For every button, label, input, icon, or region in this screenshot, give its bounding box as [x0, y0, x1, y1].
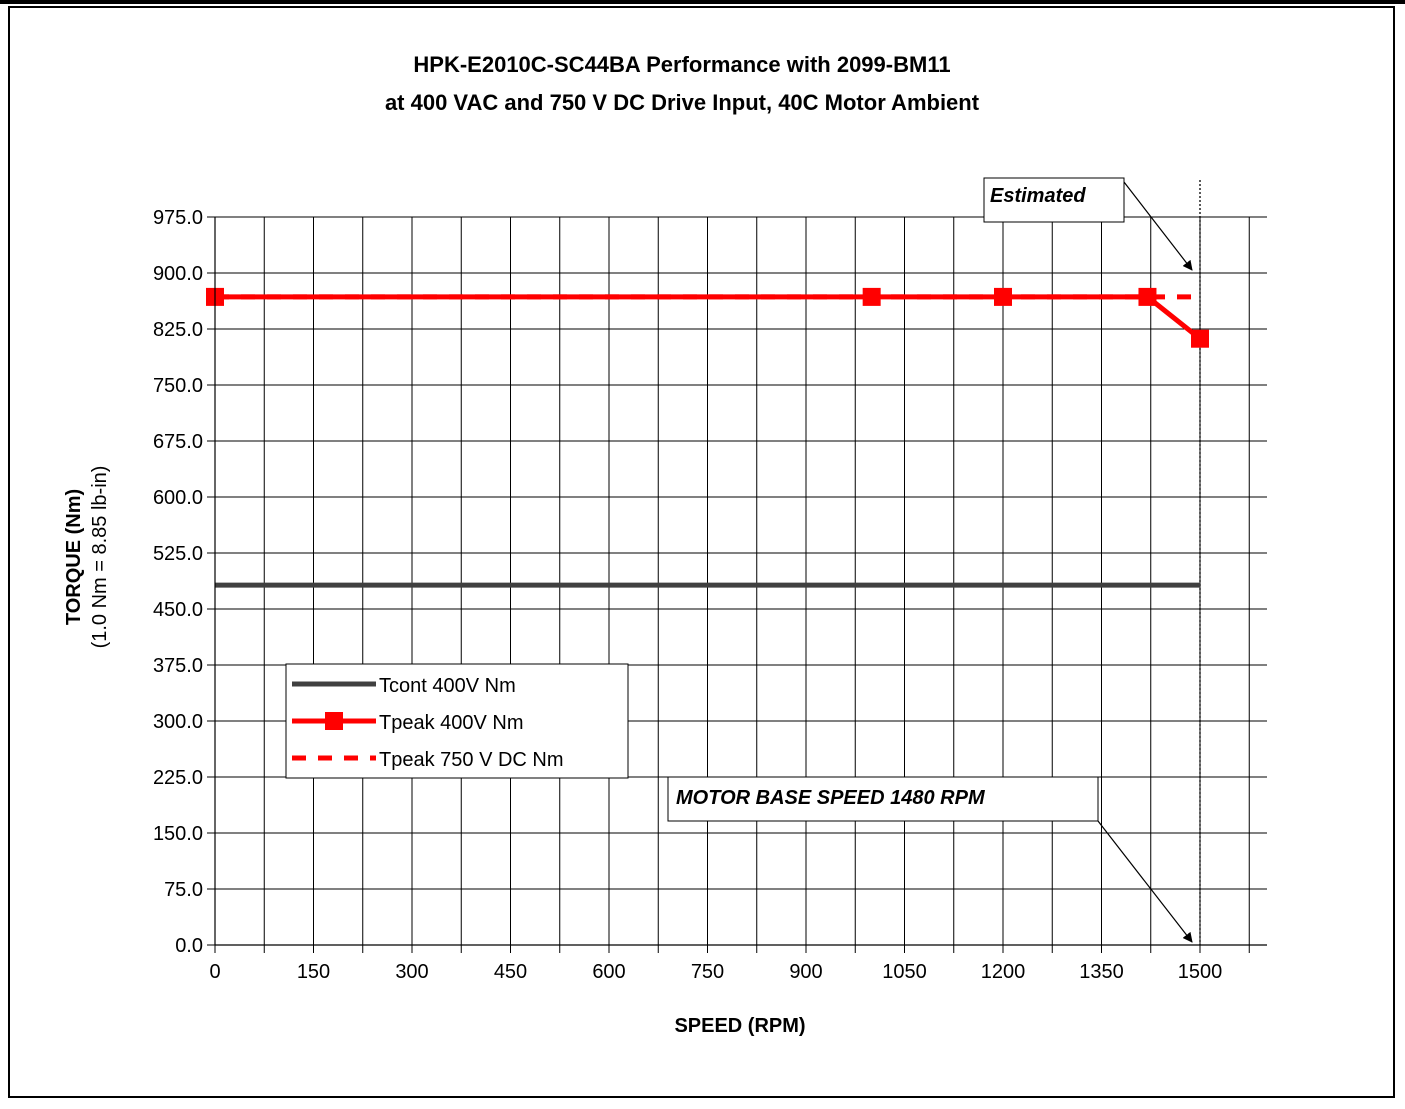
- y-tick-label: 300.0: [153, 711, 203, 733]
- x-tick-label: 600: [592, 961, 625, 983]
- x-tick-label: 450: [494, 961, 527, 983]
- y-tick-label: 675.0: [153, 431, 203, 453]
- data-point-tpeak-400: [862, 287, 881, 306]
- y-tick-label: 225.0: [153, 767, 203, 789]
- y-tick-label: 375.0: [153, 655, 203, 677]
- annotation-estimated-box: [983, 177, 1125, 223]
- y-tick-label: 150.0: [153, 823, 203, 845]
- data-point-tpeak-400: [1191, 329, 1209, 348]
- y-tick-label: 600.0: [153, 487, 203, 509]
- y-tick-label: 750.0: [153, 375, 203, 397]
- y-axis-label: TORQUE (Nm): [63, 489, 85, 625]
- x-tick-label: 300: [395, 961, 428, 983]
- outer-frame: [8, 6, 1395, 1098]
- data-point-tpeak-400: [1138, 287, 1157, 306]
- x-tick-label: 900: [789, 961, 822, 983]
- data-point-tpeak-400: [994, 287, 1012, 306]
- chart-title: HPK-E2010C-SC44BA Performance with 2099-…: [413, 52, 950, 77]
- x-tick-label: 1200: [981, 961, 1026, 983]
- annotation-base-speed-box: [667, 776, 1099, 822]
- annotation-base-speed-arrow: [1097, 820, 1193, 943]
- y-axis-sublabel: (1.0 Nm = 8.85 lb-in): [89, 466, 111, 649]
- legend: Tcont 400V Nm Tpeak 400V Nm Tpeak 750 V …: [285, 663, 629, 779]
- annotation-base-speed: MOTOR BASE SPEED 1480 RPM: [667, 776, 1193, 943]
- x-tick-label: 1350: [1079, 961, 1124, 983]
- chart-subtitle: at 400 VAC and 750 V DC Drive Input, 40C…: [385, 90, 980, 115]
- x-tick-label: 150: [297, 961, 330, 983]
- x-axis-label: SPEED (RPM): [674, 1015, 805, 1037]
- axes: 0.0 75.0 150.0 225.0 300.0 375.0 450.0 525.0 600…: [153, 207, 1267, 983]
- annotation-estimated: Estimated: [983, 177, 1193, 271]
- y-tick-label: 900.0: [153, 263, 203, 285]
- y-tick-label: 450.0: [153, 599, 203, 621]
- annotation-estimated-arrow: [1123, 181, 1193, 271]
- legend-label-tpeak-400: Tpeak 400V Nm: [379, 712, 524, 734]
- x-tick-label: 750: [691, 961, 724, 983]
- annotation-estimated-text: Estimated: [990, 185, 1086, 207]
- legend-marker-tpeak-400: [325, 712, 343, 730]
- annotation-base-speed-text: MOTOR BASE SPEED 1480 RPM: [676, 787, 986, 809]
- y-tick-label: 975.0: [153, 207, 203, 229]
- y-tick-label: 0.0: [175, 935, 203, 957]
- legend-label-tcont: Tcont 400V Nm: [379, 675, 516, 697]
- y-tick-label: 525.0: [153, 543, 203, 565]
- x-tick-label: 0: [209, 961, 220, 983]
- y-tick-label: 75.0: [164, 879, 203, 901]
- x-tick-label: 1500: [1178, 961, 1223, 983]
- y-tick-label: 825.0: [153, 319, 203, 341]
- x-tick-label: 1050: [882, 961, 927, 983]
- legend-label-tpeak-750: Tpeak 750 V DC Nm: [379, 749, 564, 771]
